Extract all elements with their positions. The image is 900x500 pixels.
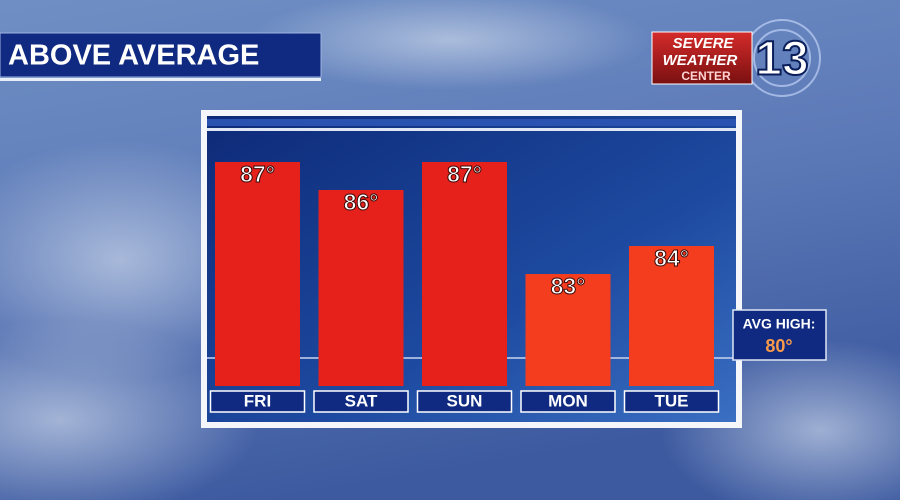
value-label: 87° (240, 161, 275, 187)
category-box (209, 390, 306, 413)
value-label: 83° (551, 273, 586, 299)
cloud (0, 320, 260, 500)
value-label: 84° (654, 245, 689, 271)
title-underline (0, 78, 321, 81)
x-tick-label: SUN (447, 391, 483, 410)
category-box (416, 390, 513, 413)
logo: SEVERE WEATHER CENTER 13 (651, 19, 821, 97)
logo-number: 13 (755, 33, 808, 86)
bar (525, 274, 611, 386)
bar (422, 162, 507, 386)
chart-title: ABOVE AVERAGE (8, 40, 259, 72)
reference-box (732, 309, 827, 361)
category-box (313, 390, 409, 413)
bar (318, 190, 404, 386)
reference-label: AVG HIGH: (743, 316, 816, 332)
x-tick-label: SAT (345, 391, 378, 410)
x-tick-label: FRI (244, 391, 271, 410)
x-tick-label: MON (548, 391, 588, 410)
reference-value-label: 80° (765, 336, 792, 356)
logo-text: CENTER (681, 69, 731, 83)
logo-ring (753, 29, 811, 87)
value-label: 87° (447, 161, 482, 187)
category-box (520, 390, 616, 413)
logo-text: SEVERE (673, 35, 735, 52)
panel-strip (207, 128, 736, 131)
category-box (623, 390, 720, 413)
bar (629, 246, 714, 386)
cloud (250, 0, 650, 90)
x-tick-label: TUE (655, 391, 689, 410)
panel-strip (207, 119, 736, 126)
logo-text: WEATHER (663, 52, 738, 69)
value-label: 86° (344, 189, 379, 215)
bar (215, 162, 300, 386)
logo-box (651, 31, 753, 85)
title-box (0, 32, 322, 78)
